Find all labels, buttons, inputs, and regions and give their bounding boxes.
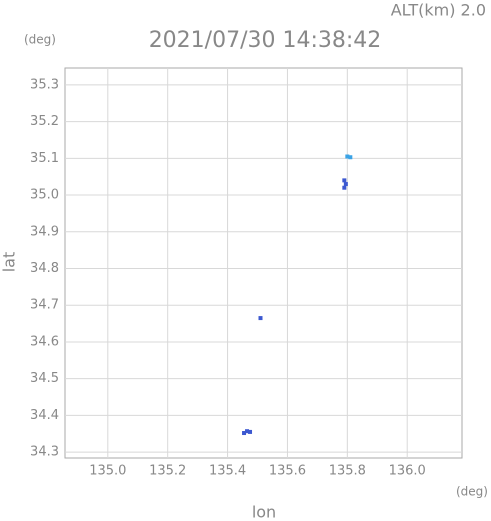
y-tick-label: 35.3 — [30, 77, 59, 92]
data-point — [245, 429, 250, 434]
y-tick-label: 34.6 — [30, 334, 59, 349]
y-tick-label: 34.8 — [30, 261, 59, 276]
x-tick-label: 135.2 — [149, 464, 186, 479]
data-point — [345, 154, 350, 159]
data-point — [348, 155, 353, 160]
y-axis-label: lat — [0, 252, 19, 273]
y-tick-label: 35.2 — [30, 114, 59, 129]
y-tick-label: 34.3 — [30, 445, 59, 460]
plot-frame — [64, 67, 463, 459]
y-tick-label: 34.9 — [30, 224, 59, 239]
y-tick-label: 34.4 — [30, 408, 59, 423]
y-tick-label: 35.1 — [30, 151, 59, 166]
data-point — [242, 431, 247, 436]
data-point — [343, 182, 348, 187]
altitude-label: ALT(km) 2.0 — [391, 1, 486, 20]
x-tick-label: 135.0 — [89, 464, 126, 479]
data-point — [258, 316, 263, 321]
x-tick-label: 136.0 — [389, 464, 426, 479]
chart-title: 2021/07/30 14:38:42 — [149, 28, 382, 53]
y-tick-label: 34.7 — [30, 298, 59, 313]
data-point — [342, 178, 347, 183]
data-point — [342, 185, 347, 190]
y-unit: (deg) — [24, 33, 56, 47]
data-point — [248, 429, 253, 434]
x-axis-label: lon — [252, 503, 276, 521]
y-tick-label: 35.0 — [30, 188, 59, 203]
x-tick-label: 135.4 — [209, 464, 246, 479]
x-unit: (deg) — [456, 485, 488, 499]
x-tick-label: 135.8 — [329, 464, 366, 479]
y-tick-label: 34.5 — [30, 371, 59, 386]
x-tick-label: 135.6 — [269, 464, 306, 479]
